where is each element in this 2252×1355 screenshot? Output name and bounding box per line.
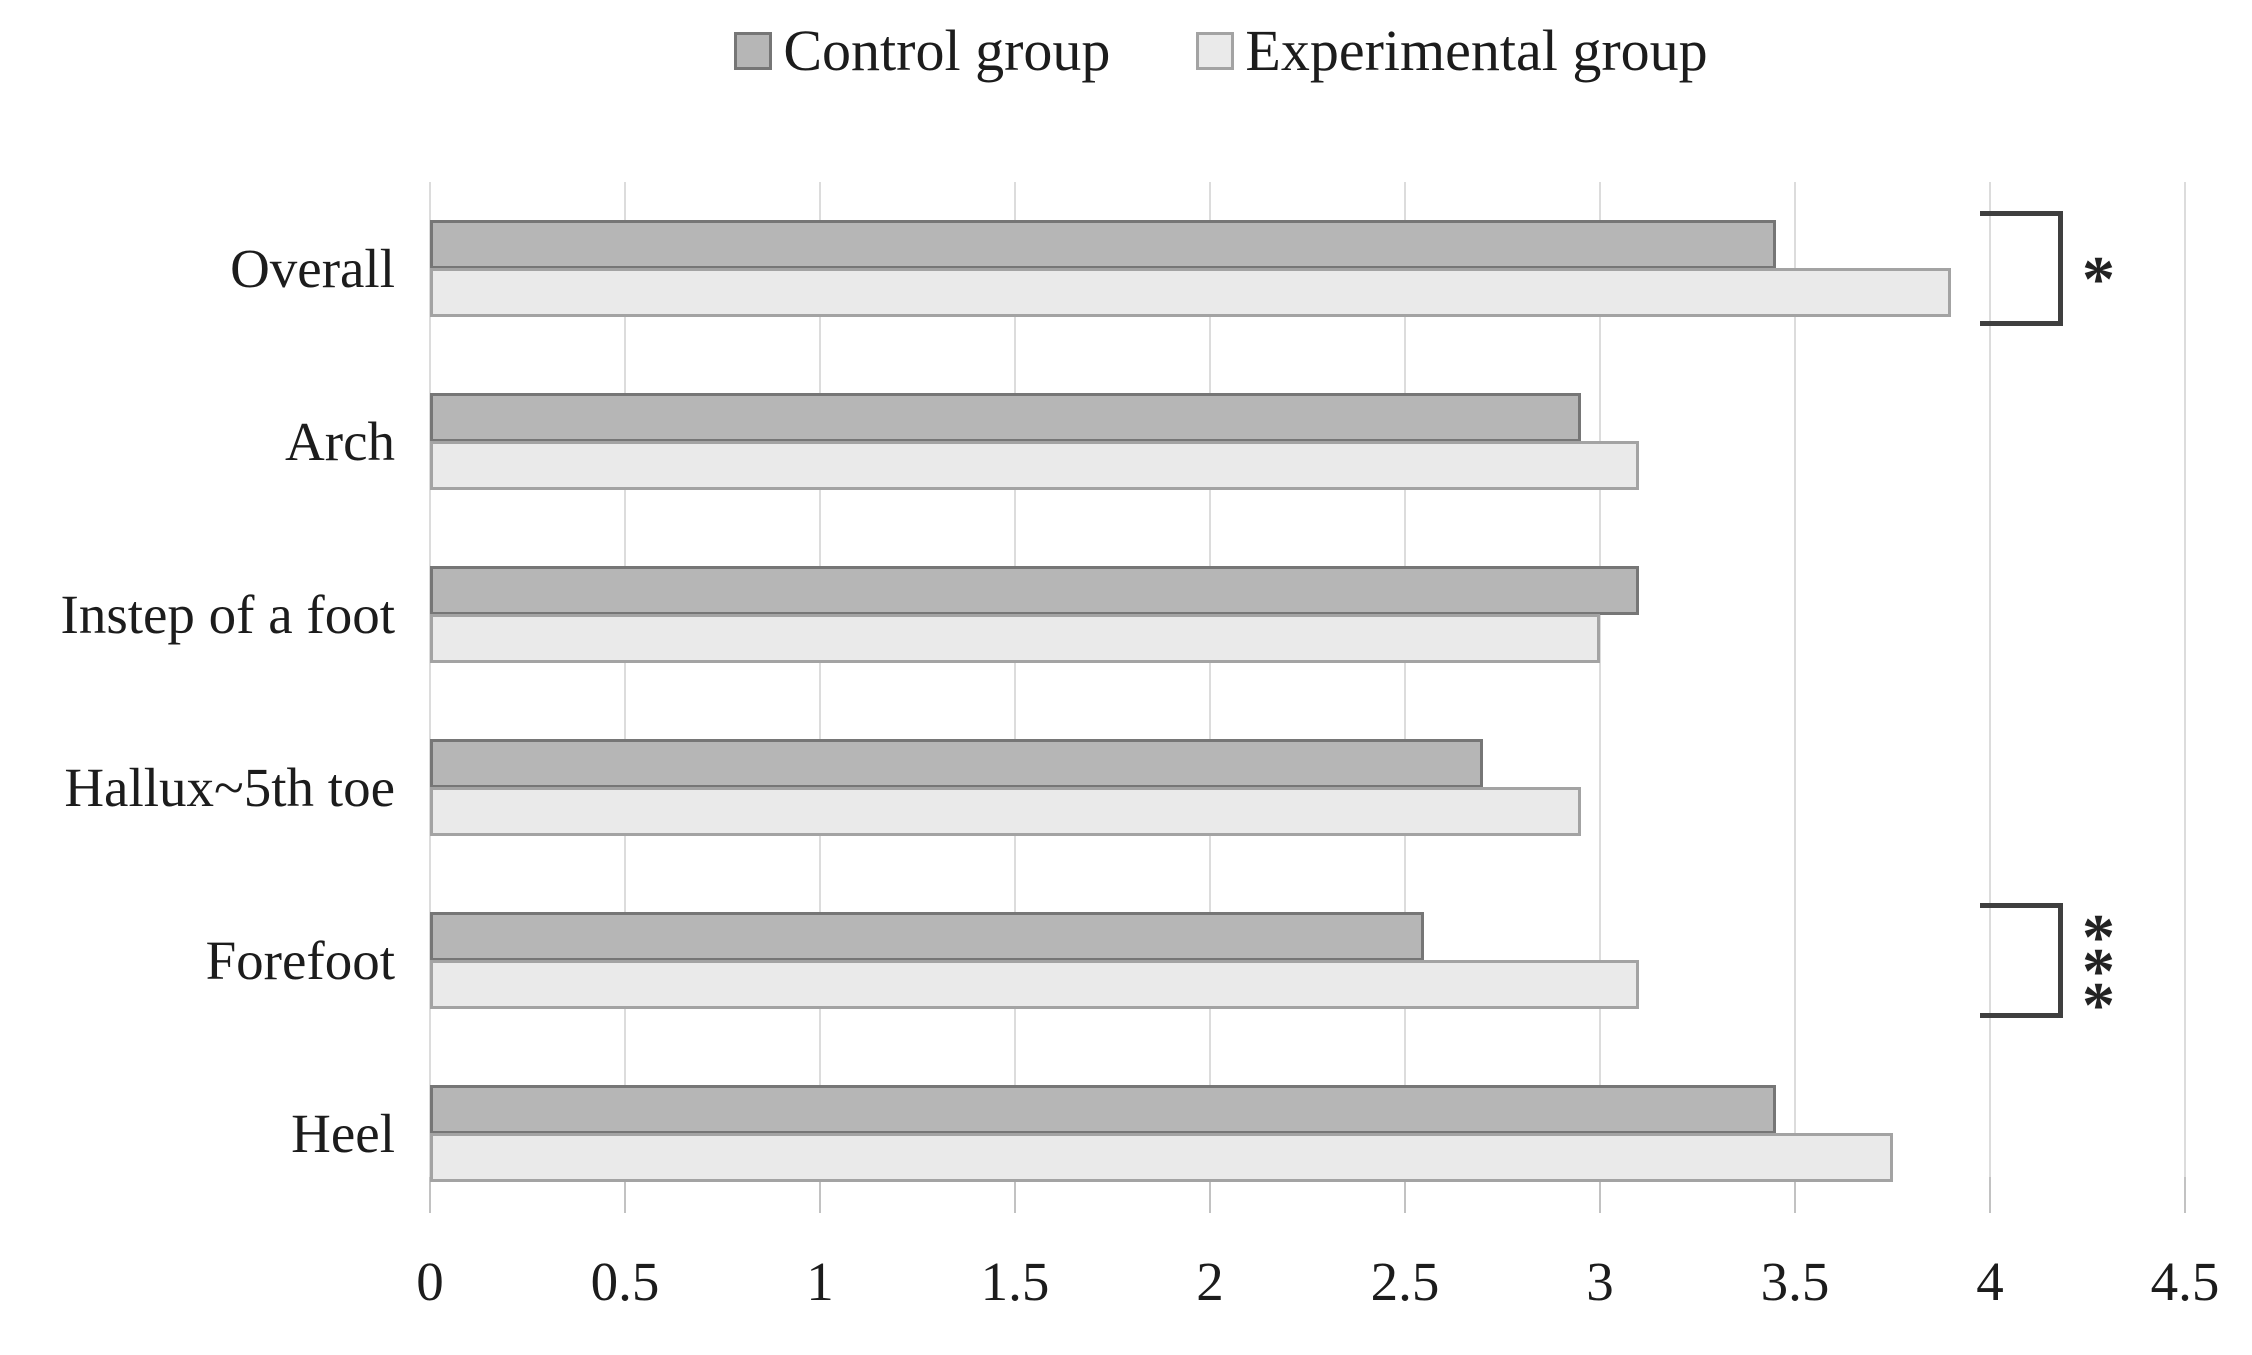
legend-label-control: Control group xyxy=(783,18,1111,83)
bar-control-heel xyxy=(430,1085,1776,1134)
significance-bracket-overall xyxy=(1980,211,2063,326)
category-label-arch: Arch xyxy=(285,411,395,472)
x-tick-label: 2.5 xyxy=(1370,1251,1440,1312)
bar-experimental-hallux-5th-toe xyxy=(430,787,1581,836)
axis-tick xyxy=(429,1177,431,1213)
bar-control-forefoot xyxy=(430,912,1424,961)
axis-tick xyxy=(1599,1177,1601,1213)
legend-swatch-experimental-icon xyxy=(1196,32,1235,70)
x-tick-label: 1 xyxy=(806,1251,834,1312)
axis-tick xyxy=(2184,1177,2186,1213)
x-tick-label: 0.5 xyxy=(590,1251,660,1312)
axis-tick xyxy=(1404,1177,1406,1213)
axis-tick xyxy=(624,1177,626,1213)
x-tick-label: 4 xyxy=(1976,1251,2004,1312)
legend-swatch-control-icon xyxy=(734,32,773,70)
x-tick-label: 0 xyxy=(416,1251,444,1312)
axis-tick xyxy=(1794,1177,1796,1213)
gridline xyxy=(1404,182,1406,1177)
bar-control-hallux-5th-toe xyxy=(430,739,1483,788)
bar-experimental-instep-of-a-foot xyxy=(430,614,1600,663)
category-label-hallux-5th-toe: Hallux~5th toe xyxy=(64,757,395,818)
x-tick-label: 2 xyxy=(1196,1251,1224,1312)
asterisk-glyph: * xyxy=(2082,968,2115,1042)
legend-item-experimental: Experimental group xyxy=(1196,16,1708,86)
category-label-heel: Heel xyxy=(291,1103,395,1164)
x-tick-label: 1.5 xyxy=(980,1251,1050,1312)
gridline xyxy=(1794,182,1796,1177)
category-label-instep-of-a-foot: Instep of a foot xyxy=(60,584,396,645)
significance-bracket-forefoot xyxy=(1980,903,2063,1018)
asterisk-glyph: * xyxy=(2082,242,2115,316)
bar-control-arch xyxy=(430,393,1581,442)
axis-tick xyxy=(1989,1177,1991,1213)
legend-item-control: Control group xyxy=(734,16,1110,86)
legend-label-experimental: Experimental group xyxy=(1245,18,1708,83)
axis-tick xyxy=(819,1177,821,1213)
bar-experimental-heel xyxy=(430,1133,1893,1182)
axis-tick xyxy=(1209,1177,1211,1213)
chart-legend: Control group Experimental group xyxy=(95,16,2252,86)
bar-experimental-arch xyxy=(430,441,1639,490)
category-label-overall: Overall xyxy=(230,238,395,299)
significance-marker-overall: * xyxy=(2082,217,2162,332)
bar-experimental-overall xyxy=(430,268,1951,317)
category-label-forefoot: Forefoot xyxy=(205,930,395,991)
significance-marker-forefoot: * * * xyxy=(2082,904,2162,1042)
bar-experimental-forefoot xyxy=(430,960,1639,1009)
gridline xyxy=(429,182,431,1177)
gridline xyxy=(1599,182,1601,1177)
bar-control-instep-of-a-foot xyxy=(430,566,1639,615)
gridline xyxy=(2184,182,2186,1177)
gridline xyxy=(1014,182,1016,1177)
gridline xyxy=(624,182,626,1177)
axis-tick xyxy=(1014,1177,1016,1213)
bar-control-overall xyxy=(430,220,1776,269)
x-tick-label: 3 xyxy=(1586,1251,1614,1312)
gridline xyxy=(819,182,821,1177)
gridline xyxy=(1209,182,1211,1177)
x-tick-label: 4.5 xyxy=(2150,1251,2220,1312)
gridline xyxy=(1989,182,1991,1177)
x-tick-label: 3.5 xyxy=(1760,1251,1830,1312)
